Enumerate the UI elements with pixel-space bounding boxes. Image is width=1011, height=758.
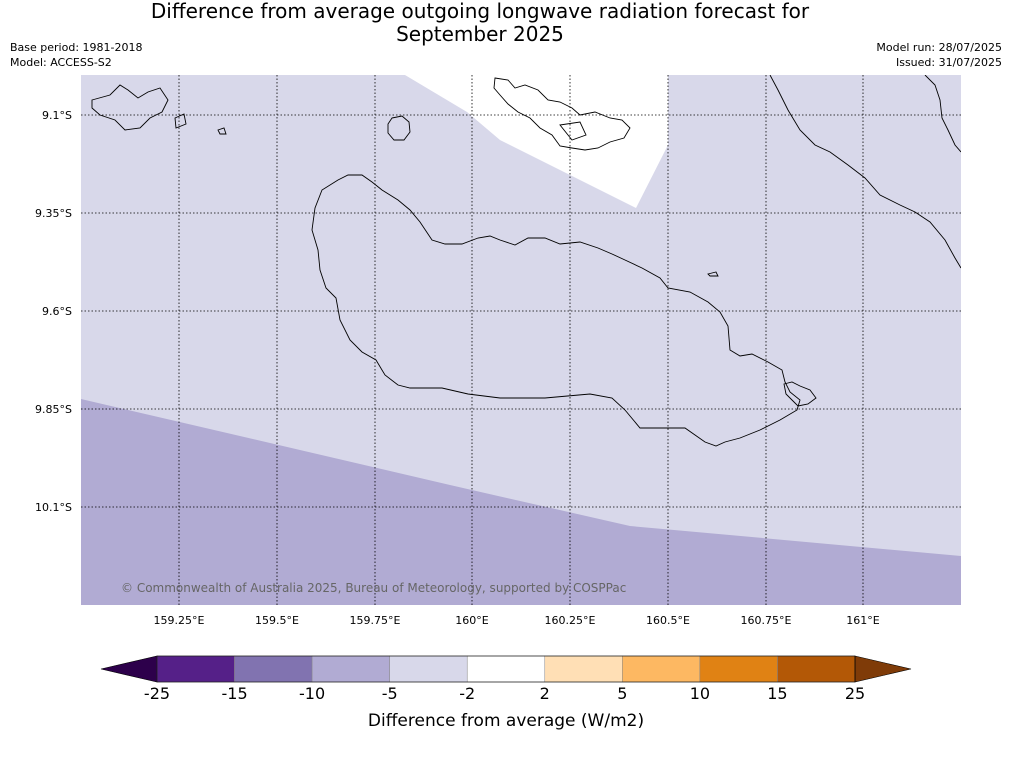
lon-label: 160.75°E [741, 614, 792, 627]
lon-label: 159.25°E [154, 614, 205, 627]
colorbar-cell [777, 655, 856, 683]
coastline-malaita-east [924, 75, 961, 153]
coastline-russell-islands [91, 84, 227, 135]
copyright-notice: © Commonwealth of Australia 2025, Bureau… [121, 581, 626, 595]
lon-label: 160.25°E [545, 614, 596, 627]
coastline-florida-islands [493, 77, 631, 151]
lon-label: 160.5°E [646, 614, 690, 627]
colorbar-tick-label: -5 [382, 684, 398, 703]
gridlines [81, 75, 961, 605]
lon-label: 161°E [846, 614, 879, 627]
lat-label: 10.1°S [35, 501, 72, 514]
colorbar-extend-high [854, 655, 912, 683]
fill-medium-region [81, 399, 961, 605]
colorbar-tick-label: 5 [617, 684, 627, 703]
colorbar-tick-label: -10 [299, 684, 325, 703]
colorbar-tick-label: -15 [221, 684, 247, 703]
coastline-guadalcanal [311, 174, 801, 447]
colorbar-title: Difference from average (W/m2) [368, 711, 644, 731]
colorbar-tick-label: 15 [767, 684, 787, 703]
coastline-savo-island [387, 115, 411, 141]
colorbar-cell [699, 655, 778, 683]
colorbar-ticks: -25 -15 -10 -5 -2 2 5 10 15 25 [144, 684, 865, 703]
colorbar-tick-label: -25 [144, 684, 170, 703]
colorbar-cell [156, 655, 235, 683]
coastline-marau-islets [783, 381, 817, 407]
lat-label: 9.1°S [42, 109, 72, 122]
colorbar-tick-label: 25 [845, 684, 865, 703]
coastline-small-islet [707, 271, 719, 277]
title-line-2: September 2025 [396, 22, 564, 46]
meta-right: Model run: 28/07/2025 Issued: 31/07/2025 [876, 40, 1002, 70]
map-area: © Commonwealth of Australia 2025, Bureau… [81, 75, 961, 605]
lon-labels: 159.25°E 159.5°E 159.75°E 160°E 160.25°E… [154, 614, 880, 627]
lat-label: 9.6°S [42, 305, 72, 318]
colorbar-tick-label: 10 [690, 684, 710, 703]
colorbar-cell [466, 655, 546, 683]
fill-white-region [405, 75, 668, 208]
colorbar-cell [389, 655, 468, 683]
colorbar-tick-label: 2 [540, 684, 550, 703]
colorbar-cell [622, 655, 701, 683]
lat-label: 9.85°S [35, 403, 72, 416]
colorbar-cell [544, 655, 623, 683]
colorbar: -25 -15 -10 -5 -2 2 5 10 15 25 Difference from av… [100, 655, 912, 731]
coastline-malaita [769, 75, 961, 269]
model-name: Model: ACCESS-S2 [10, 56, 112, 69]
lon-label: 159.75°E [350, 614, 401, 627]
colorbar-tick-label: -2 [459, 684, 475, 703]
colorbar-extend-low [100, 655, 158, 683]
model-run: Model run: 28/07/2025 [876, 41, 1002, 54]
lat-label: 9.35°S [35, 207, 72, 220]
issued-date: Issued: 31/07/2025 [895, 56, 1002, 69]
colorbar-cell [311, 655, 390, 683]
title-line-1: Difference from average outgoing longwav… [150, 0, 810, 23]
meta-left: Base period: 1981-2018 Model: ACCESS-S2 [10, 40, 142, 70]
colorbar-cell [234, 655, 313, 683]
colorbar-frame [156, 655, 856, 683]
lat-labels: 9.1°S 9.35°S 9.6°S 9.85°S 10.1°S [35, 109, 72, 514]
lon-label: 159.5°E [255, 614, 299, 627]
base-period: Base period: 1981-2018 [10, 41, 143, 54]
colorbar-cells [156, 655, 856, 683]
chart-title: Difference from average outgoing longwav… [0, 0, 1011, 46]
lon-label: 160°E [455, 614, 488, 627]
coastlines [91, 75, 961, 447]
